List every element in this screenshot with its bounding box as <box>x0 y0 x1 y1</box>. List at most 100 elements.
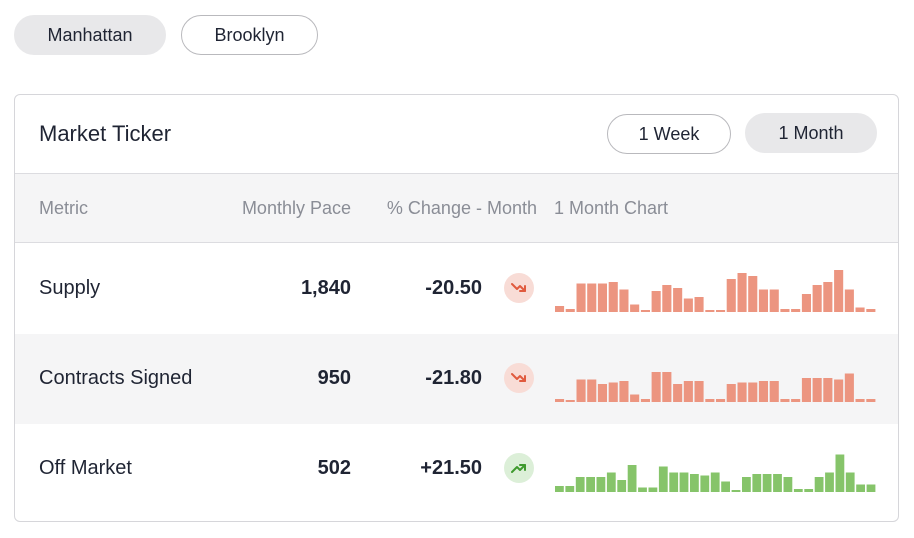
spark-bar <box>710 472 720 492</box>
sparkline-contracts-signed <box>555 372 876 402</box>
row-monthly-pace: 1,840 <box>300 277 351 299</box>
spark-bar <box>758 381 768 402</box>
spark-bar <box>673 288 683 312</box>
spark-bar <box>758 289 768 312</box>
spark-bar <box>606 472 616 492</box>
row-metric-label: Supply <box>39 277 101 299</box>
header-monthly-pace: Monthly Pace <box>241 198 351 218</box>
header-percent-change: % Change - Month <box>386 198 537 218</box>
spark-bar <box>844 289 854 312</box>
spark-bar <box>555 486 564 492</box>
spark-bar <box>662 285 672 312</box>
spark-bar <box>596 477 606 492</box>
tab-manhattan[interactable]: Manhattan <box>14 15 166 55</box>
spark-bar <box>834 270 844 312</box>
spark-bar <box>640 310 650 312</box>
spark-bar <box>823 282 833 312</box>
spark-bar <box>700 475 710 492</box>
row-monthly-pace: 502 <box>317 457 351 479</box>
spark-bar <box>576 379 586 402</box>
table-row-contracts-signed: Contracts Signed 950 -21.80 <box>15 334 898 424</box>
spark-bar <box>587 283 597 312</box>
spark-bar <box>683 298 693 312</box>
tab-brooklyn[interactable]: Brooklyn <box>181 15 318 55</box>
trend-down-icon <box>504 273 534 303</box>
spark-bar <box>597 384 607 402</box>
spark-bar <box>617 480 627 492</box>
spark-bar <box>834 379 844 402</box>
row-percent-change: +21.50 <box>420 457 482 479</box>
spark-bar <box>619 381 629 402</box>
range-1-month-button[interactable]: 1 Month <box>745 113 877 153</box>
spark-bar <box>575 477 585 492</box>
row-monthly-pace: 950 <box>317 367 351 389</box>
spark-bar <box>651 372 661 402</box>
spark-bar <box>565 400 575 402</box>
spark-bar <box>630 304 640 312</box>
spark-bar <box>791 309 801 312</box>
spark-bar <box>726 279 736 312</box>
spark-bar <box>630 394 640 402</box>
spark-bar <box>866 484 876 492</box>
spark-bar <box>608 382 618 402</box>
spark-bar <box>694 297 704 312</box>
header-month-chart: 1 Month Chart <box>554 198 669 218</box>
table-header: Metric Monthly Pace % Change - Month 1 M… <box>15 173 898 243</box>
header-metric: Metric <box>39 198 88 218</box>
spark-bar <box>769 381 779 402</box>
spark-bar <box>651 291 661 312</box>
spark-bar <box>845 472 855 492</box>
spark-bar <box>814 477 824 492</box>
spark-bar <box>856 484 865 492</box>
spark-bar <box>576 283 586 312</box>
trend-down-icon <box>504 363 534 393</box>
spark-bar <box>762 474 772 492</box>
spark-bar <box>866 399 876 402</box>
spark-bar <box>716 310 726 312</box>
spark-bar <box>587 379 597 402</box>
spark-bar <box>658 466 668 492</box>
spark-bar <box>627 465 637 492</box>
spark-bar <box>565 486 575 492</box>
spark-bar <box>769 289 779 312</box>
spark-bar <box>586 477 595 492</box>
spark-bar <box>737 273 747 312</box>
spark-bar <box>866 309 876 312</box>
spark-bar <box>716 399 726 402</box>
spark-bar <box>597 283 607 312</box>
spark-bar <box>694 381 704 402</box>
spark-bar <box>638 487 647 492</box>
trend-up-icon <box>504 453 534 483</box>
spark-bar <box>565 309 575 312</box>
range-1-week-label: 1 Week <box>638 123 700 144</box>
spark-bar <box>801 294 811 312</box>
spark-bar <box>731 490 741 492</box>
spark-bar <box>683 381 693 402</box>
sparkline-supply <box>555 270 876 312</box>
row-metric-label: Contracts Signed <box>39 367 193 389</box>
spark-bar <box>812 378 822 402</box>
spark-bar <box>619 289 629 312</box>
spark-bar <box>690 474 699 492</box>
spark-bar <box>673 384 683 402</box>
spark-bar <box>825 472 834 492</box>
row-percent-change: -21.80 <box>425 367 482 389</box>
range-1-month-label: 1 Month <box>778 122 844 143</box>
spark-bar <box>669 472 679 492</box>
spark-bar <box>835 454 845 492</box>
tab-manhattan-label: Manhattan <box>47 24 133 45</box>
spark-bar <box>783 477 793 492</box>
spark-bar <box>640 399 650 402</box>
spark-bar <box>555 399 565 402</box>
spark-bar <box>812 285 822 312</box>
spark-bar <box>823 378 833 402</box>
range-1-week-button[interactable]: 1 Week <box>607 114 731 154</box>
tab-brooklyn-label: Brooklyn <box>214 24 285 45</box>
spark-bar <box>773 474 782 492</box>
row-percent-change: -20.50 <box>425 277 482 299</box>
spark-bar <box>748 382 758 402</box>
spark-bar <box>742 477 751 492</box>
spark-bar <box>662 372 672 402</box>
spark-bar <box>608 282 618 312</box>
spark-bar <box>648 487 658 492</box>
